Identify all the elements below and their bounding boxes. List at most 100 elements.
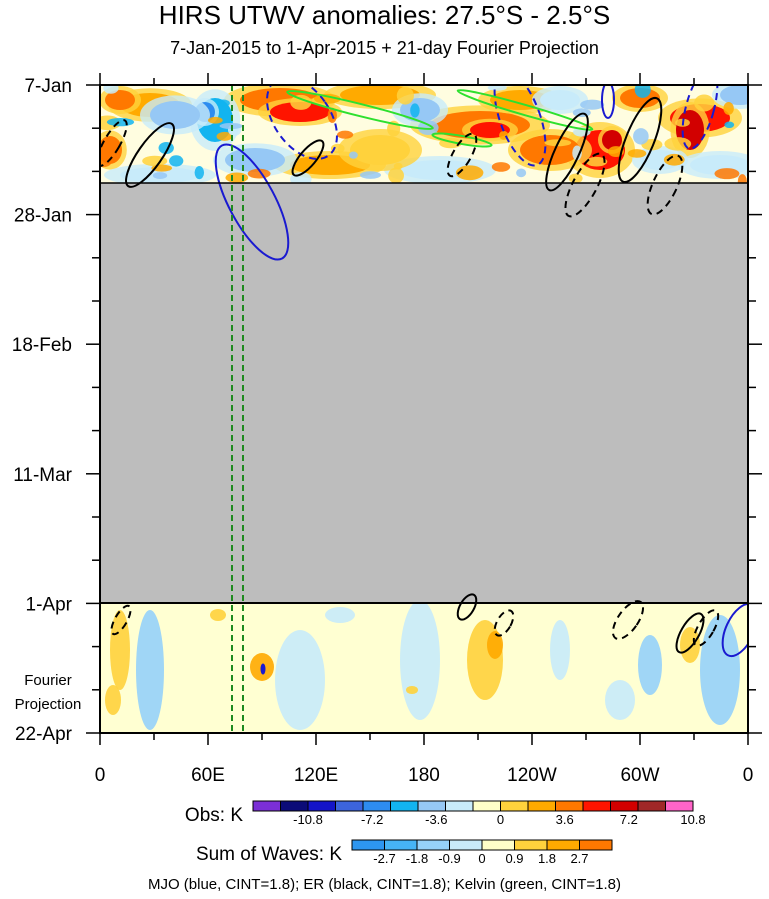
anomaly-patch — [580, 99, 605, 110]
waves-colorbar-tick-label: 0.9 — [505, 851, 523, 866]
obs-colorbar-swatch — [472, 800, 501, 812]
anomaly-patch — [150, 101, 200, 129]
waves-colorbar-tick-label: -2.7 — [373, 851, 395, 866]
anomaly-patch — [410, 103, 420, 118]
projection-patch — [275, 630, 325, 730]
er-contour — [291, 139, 325, 177]
projection-patch — [605, 680, 635, 720]
mjo-contour — [214, 143, 290, 261]
anomaly-patch — [455, 165, 484, 181]
mjo-contour — [493, 85, 547, 167]
x-tick-label: 180 — [408, 765, 440, 786]
projection-patch — [700, 615, 740, 725]
anomaly-patch — [633, 128, 649, 145]
anomaly-patch — [225, 148, 285, 172]
anomaly-patch — [388, 167, 404, 183]
waves-colorbar-tick-label: -1.8 — [406, 851, 428, 866]
mjo-contour — [601, 85, 615, 119]
obs-colorbar-tick-label: 0 — [497, 812, 504, 827]
projection-patch — [110, 610, 130, 690]
contours-legend: MJO (blue, CINT=1.8); ER (black, CINT=1.… — [147, 876, 622, 893]
anomaly-patch — [572, 145, 582, 161]
waves-colorbar-swatch — [351, 839, 385, 851]
anomaly-patch — [216, 131, 233, 141]
anomaly-patch — [714, 168, 740, 180]
anomaly-patch — [540, 90, 580, 110]
projection-patch — [406, 686, 418, 694]
projection-patch — [550, 620, 570, 680]
chart-subtitle: 7-Jan-2015 to 1-Apr-2015 + 21-day Fourie… — [170, 38, 599, 58]
obs-colorbar-swatch — [307, 800, 336, 812]
x-tick-label: 60E — [191, 765, 225, 786]
waves-colorbar-swatch — [514, 839, 548, 851]
anomaly-patch — [602, 130, 622, 150]
anomaly-patch — [724, 121, 735, 129]
obs-colorbar-swatch — [527, 800, 556, 812]
anomaly-patch — [337, 130, 354, 139]
obs-colorbar-tick-label: -10.8 — [293, 812, 323, 827]
y-tick-label: 28-Jan — [14, 206, 72, 227]
er-contour — [493, 609, 515, 637]
x-tick-label: 0 — [95, 765, 106, 786]
waves-colorbar-swatch — [384, 839, 418, 851]
obs-colorbar-tick-label: 7.2 — [620, 812, 638, 827]
mjo-contour — [681, 85, 719, 150]
projection-label: Fourier — [24, 672, 72, 689]
projection-patch — [325, 607, 355, 623]
obs-colorbar-swatch — [665, 800, 694, 812]
anomaly-patch — [270, 102, 330, 122]
projection-patch — [487, 631, 503, 659]
er-contour — [564, 152, 606, 218]
anomaly-patch — [194, 166, 205, 180]
obs-colorbar-swatch — [280, 800, 309, 812]
kelvin-contour — [286, 89, 434, 131]
obs-colorbar-swatch — [582, 800, 611, 812]
anomaly-patch — [396, 86, 414, 105]
obs-colorbar-swatch — [555, 800, 584, 812]
obs-colorbar-swatch — [637, 800, 666, 812]
y-tick-label: 7-Jan — [24, 76, 72, 97]
er-contour — [545, 112, 589, 192]
projection-patch — [400, 603, 440, 720]
waves-colorbar-swatch — [416, 839, 450, 851]
anomaly-patch — [585, 156, 608, 167]
anomaly-patch — [400, 98, 440, 122]
projection-patch — [680, 627, 700, 663]
anomaly-patch — [100, 153, 113, 168]
kelvin-contour — [431, 132, 493, 148]
obs-colorbar-swatch — [610, 800, 639, 812]
er-contour — [646, 154, 684, 216]
anomaly-patch — [349, 151, 358, 159]
waves-colorbar-label: Sum of Waves: K — [196, 844, 342, 865]
er-contour — [125, 122, 175, 188]
anomaly-patch — [105, 90, 135, 110]
anomaly-patch — [169, 155, 184, 167]
obs-colorbar-swatch — [500, 800, 529, 812]
waves-colorbar-swatch — [449, 839, 483, 851]
obs-colorbar-tick-label: -3.6 — [425, 812, 447, 827]
anomaly-patch — [487, 85, 507, 91]
anomaly-patch — [290, 94, 312, 110]
y-tick-label: 18-Feb — [12, 335, 72, 356]
anomaly-patch — [207, 116, 223, 124]
x-tick-label: 60W — [620, 765, 659, 786]
projection-label: Projection — [15, 696, 82, 713]
er-contour — [611, 600, 645, 640]
obs-colorbar-swatch — [390, 800, 419, 812]
waves-colorbar-tick-label: -0.9 — [438, 851, 460, 866]
axis-ticks — [86, 73, 762, 745]
anomaly-patch — [491, 162, 511, 172]
mjo-contour — [721, 602, 748, 658]
obs-colorbar-tick-label: 10.8 — [680, 812, 705, 827]
anomaly-patch — [247, 168, 271, 179]
anomaly-patch — [634, 85, 651, 98]
observed-anomaly-field — [100, 85, 748, 183]
obs-colorbar-swatch — [417, 800, 446, 812]
anomaly-patch — [516, 168, 527, 178]
er-contour — [675, 612, 705, 654]
y-tick-label: 11-Mar — [13, 465, 72, 486]
waves-colorbar-swatch — [579, 839, 613, 851]
er-contour — [692, 609, 720, 647]
anomaly-patch — [217, 99, 230, 107]
obs-colorbar-tick-label: 3.6 — [556, 812, 574, 827]
